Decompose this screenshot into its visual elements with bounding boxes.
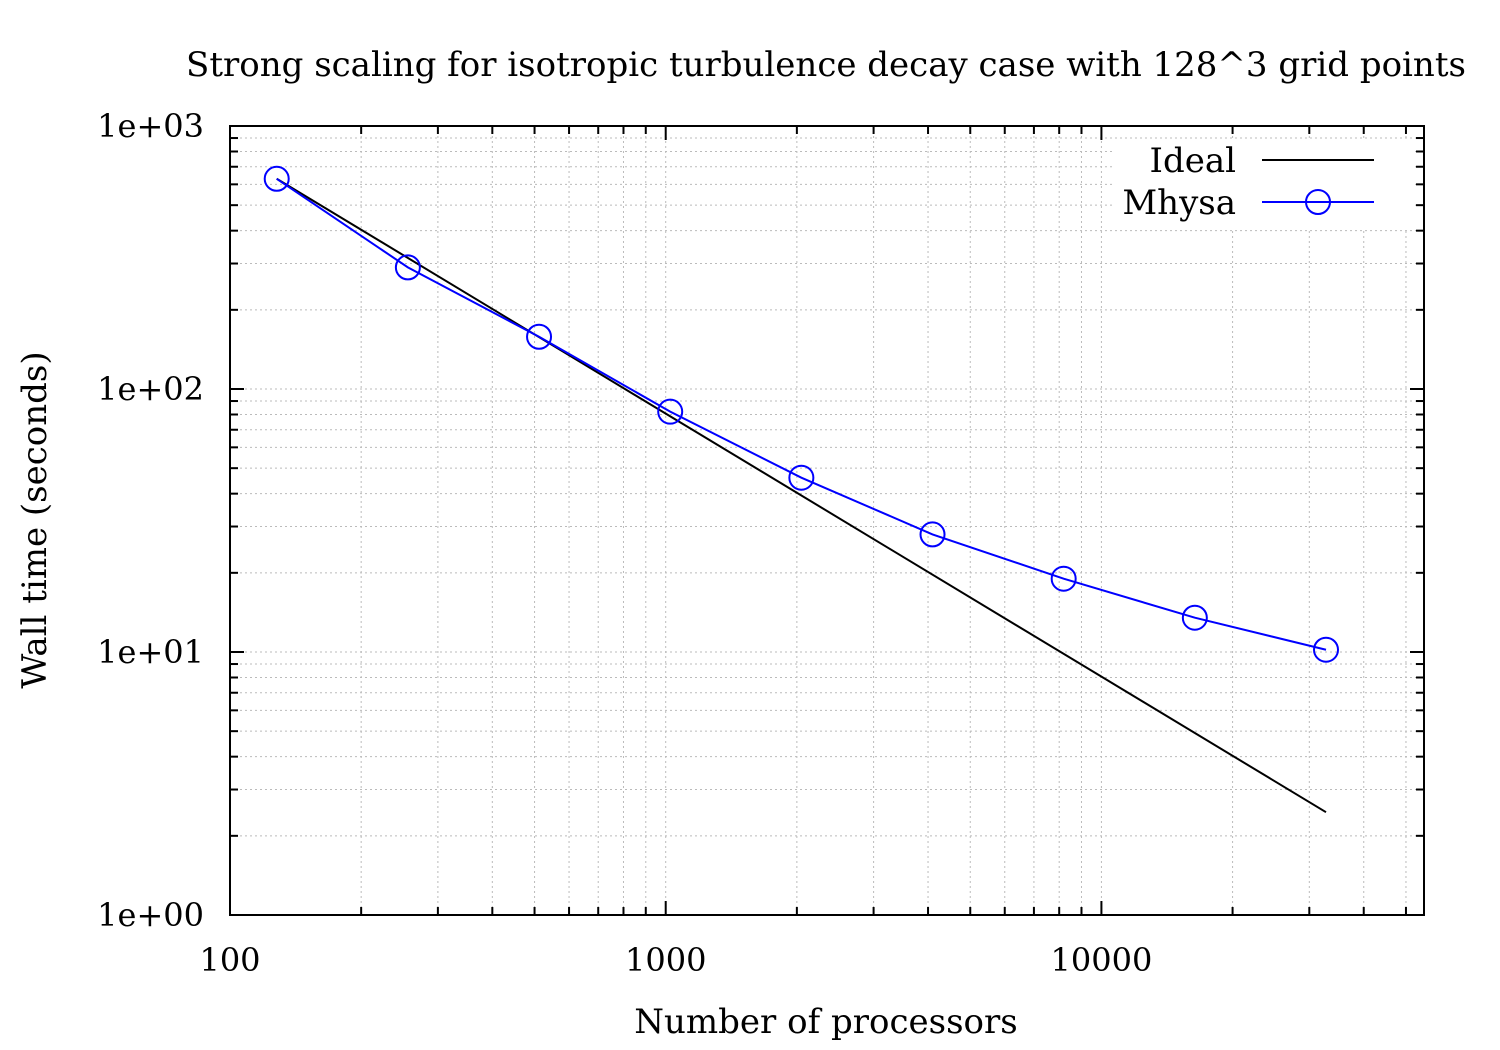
y-axis-label: Wall time (seconds) xyxy=(15,351,55,688)
axis-ticks xyxy=(229,125,1424,916)
legend-label-mhysa: Mhysa xyxy=(1122,183,1236,223)
data-point-mhysa xyxy=(263,165,290,192)
data-point-mhysa xyxy=(1050,565,1077,592)
plot-frame xyxy=(229,125,1425,916)
y-tick-label: 1e+01 xyxy=(97,633,204,671)
legend-marker-mhysa xyxy=(1305,189,1331,215)
data-point-mhysa xyxy=(394,254,421,281)
legend-background xyxy=(1112,140,1412,228)
x-axis-label: Number of processors xyxy=(634,1002,1017,1042)
grid xyxy=(230,126,1424,915)
data-point-mhysa xyxy=(1313,636,1340,663)
series-line-mhysa xyxy=(276,177,1327,651)
legend-label-ideal: Ideal xyxy=(1150,141,1236,181)
data-point-mhysa xyxy=(788,464,815,491)
data-point-mhysa xyxy=(1181,604,1208,631)
y-tick-label: 1e+03 xyxy=(97,107,204,145)
x-tick-label: 100 xyxy=(199,941,260,979)
chart-title: Strong scaling for isotropic turbulence … xyxy=(186,45,1466,85)
series-layer xyxy=(263,165,1340,814)
y-tick-label: 1e+02 xyxy=(97,370,204,408)
series-line-ideal xyxy=(276,177,1327,814)
data-point-mhysa xyxy=(657,398,684,425)
y-tick-label: 1e+00 xyxy=(97,896,204,934)
data-point-mhysa xyxy=(526,323,553,350)
tick-labels: 100 1000 10000 1e+00 1e+01 1e+02 1e+03 xyxy=(97,107,1152,979)
legend: Ideal Mhysa xyxy=(1112,140,1412,228)
x-tick-label: 10000 xyxy=(1051,941,1153,979)
data-point-mhysa xyxy=(919,521,946,548)
x-tick-label: 1000 xyxy=(625,941,706,979)
